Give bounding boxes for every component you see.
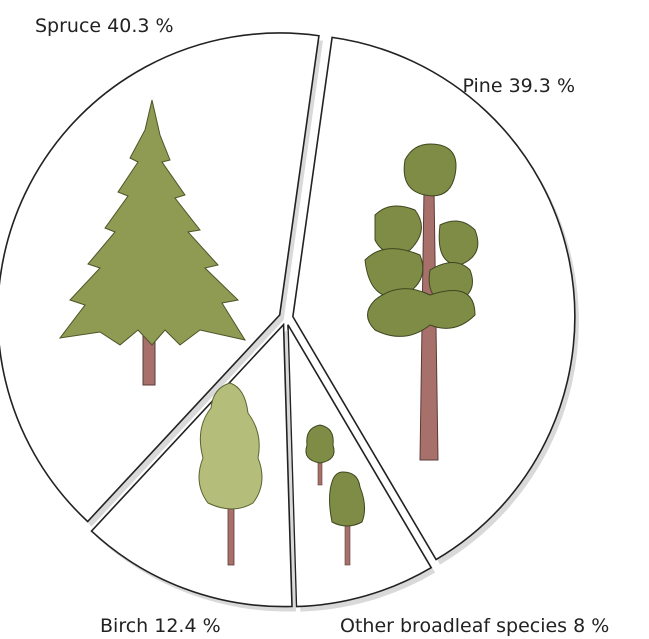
slice-label: Pine 39.3 % xyxy=(462,75,575,97)
category-name: Pine xyxy=(462,75,502,97)
chart: Spruce 40.3 % Pine 39.3 % Birch 12.4 % Othe… xyxy=(0,0,649,639)
slice-label: Birch 12.4 % xyxy=(100,615,221,637)
slice-label: Other broadleaf species 8 % xyxy=(340,615,609,637)
category-name: Birch xyxy=(100,615,148,637)
category-name: Spruce xyxy=(35,15,101,37)
slice-label: Spruce 40.3 % xyxy=(35,15,174,37)
value-label: 39.3 % xyxy=(509,75,575,97)
value-label: 12.4 % xyxy=(154,615,220,637)
category-name: Other broadleaf species xyxy=(340,615,567,637)
value-label: 8 % xyxy=(573,615,609,637)
value-label: 40.3 % xyxy=(107,15,173,37)
